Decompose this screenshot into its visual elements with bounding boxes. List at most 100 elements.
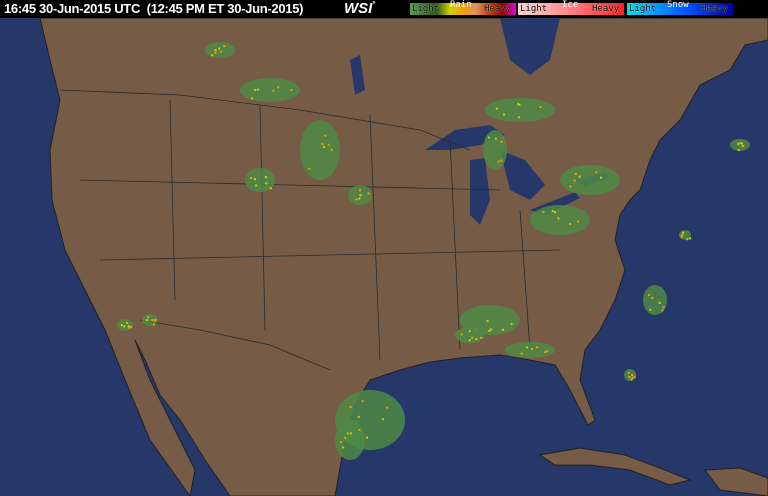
radar-cell: [290, 89, 293, 92]
radar-cell: [152, 323, 155, 326]
land-north-america: [39, 18, 768, 496]
radar-cell: [569, 185, 572, 188]
radar-echo: [240, 78, 300, 102]
radar-cell: [358, 197, 361, 200]
radar-cell: [308, 167, 311, 170]
land-hispaniola: [704, 467, 768, 496]
radar-cell: [517, 103, 520, 106]
radar-cell: [460, 333, 463, 336]
radar-cell: [577, 220, 580, 223]
radar-cell: [330, 148, 333, 151]
radar-cell: [689, 237, 692, 240]
radar-cell: [127, 325, 130, 328]
radar-cell: [600, 176, 603, 179]
radar-cell: [686, 238, 689, 241]
radar-cell: [256, 88, 259, 91]
radar-echo: [455, 327, 485, 343]
radar-echo: [335, 420, 365, 460]
radar-echo: [530, 205, 590, 235]
radar-cell: [321, 142, 324, 145]
radar-cell: [500, 159, 503, 162]
lake-winnipeg: [350, 55, 365, 95]
radar-cell: [475, 338, 478, 341]
radar-echo: [142, 314, 158, 326]
radar-cell: [495, 107, 498, 110]
radar-cell: [680, 235, 683, 238]
radar-echo: [624, 369, 636, 381]
radar-cell: [489, 328, 492, 331]
radar-echo: [485, 98, 555, 122]
radar-cell: [551, 210, 554, 213]
radar-cell: [361, 400, 364, 403]
radar-cell: [147, 316, 150, 319]
radar-echo: [643, 285, 667, 315]
radar-cell: [530, 347, 533, 350]
radar-cell: [471, 336, 474, 339]
radar-cell: [658, 301, 661, 304]
radar-cell: [740, 142, 743, 145]
radar-cell: [544, 351, 547, 354]
radar-cell: [381, 418, 384, 421]
radar-cell: [518, 103, 521, 106]
radar-cell: [277, 86, 280, 89]
radar-cell: [526, 346, 529, 349]
lake-superior: [425, 125, 505, 150]
radar-cell: [340, 441, 343, 444]
radar-cell: [486, 319, 489, 322]
radar-echo: [300, 120, 340, 180]
radar-cell: [269, 187, 272, 190]
radar-cell: [344, 436, 347, 439]
radar-cell: [359, 194, 362, 197]
radar-cell: [536, 346, 539, 349]
timestamp: 16:45 30-Jun-2015 UTC (12:45 PM ET 30-Ju…: [4, 1, 304, 16]
radar-cell: [346, 432, 349, 435]
radar-cell: [480, 336, 483, 339]
radar-cell: [539, 106, 542, 109]
radar-cell: [510, 322, 513, 325]
radar-echo: [117, 319, 133, 331]
radar-cell: [742, 144, 745, 147]
radar-cell: [468, 330, 471, 333]
radar-cell: [628, 375, 631, 378]
radar-echoes: [117, 42, 750, 460]
radar-cell: [264, 176, 267, 179]
radar-cell: [651, 296, 654, 299]
radar-cell: [365, 436, 368, 439]
radar-cell: [214, 49, 217, 52]
radar-cell: [569, 222, 572, 225]
radar-cell: [682, 231, 685, 234]
radar-cell: [214, 51, 217, 54]
radar-cell: [497, 160, 500, 163]
legend-rain: Light Rain Heavy: [410, 0, 516, 15]
radar-cell: [120, 324, 123, 327]
radar-cell: [737, 142, 740, 145]
radar-cell: [500, 140, 503, 143]
radar-cell: [151, 319, 154, 322]
radar-cell: [250, 177, 253, 180]
radar-cell: [342, 446, 345, 449]
radar-cell: [357, 415, 360, 418]
radar-cell: [662, 306, 665, 309]
radar-cell: [630, 378, 633, 381]
radar-cell: [503, 113, 506, 116]
radar-cell: [154, 318, 157, 321]
radar-cell: [554, 211, 557, 214]
radar-cell: [251, 97, 254, 100]
radar-echo: [560, 165, 620, 195]
radar-cell: [349, 432, 352, 435]
radar-cell: [595, 171, 598, 174]
radar-cell: [254, 89, 257, 92]
radar-cell: [145, 318, 148, 321]
radar-cell: [254, 178, 257, 181]
radar-cell: [631, 376, 634, 379]
radar-cell: [219, 50, 222, 53]
radar-cell: [386, 406, 389, 409]
radar-cell: [546, 350, 549, 353]
radar-echo: [730, 139, 750, 151]
wsi-logo: WSI°: [344, 0, 376, 17]
radar-cell: [648, 293, 651, 296]
radar-cell: [488, 329, 491, 332]
radar-cell: [218, 47, 221, 50]
borders: [59, 89, 561, 371]
